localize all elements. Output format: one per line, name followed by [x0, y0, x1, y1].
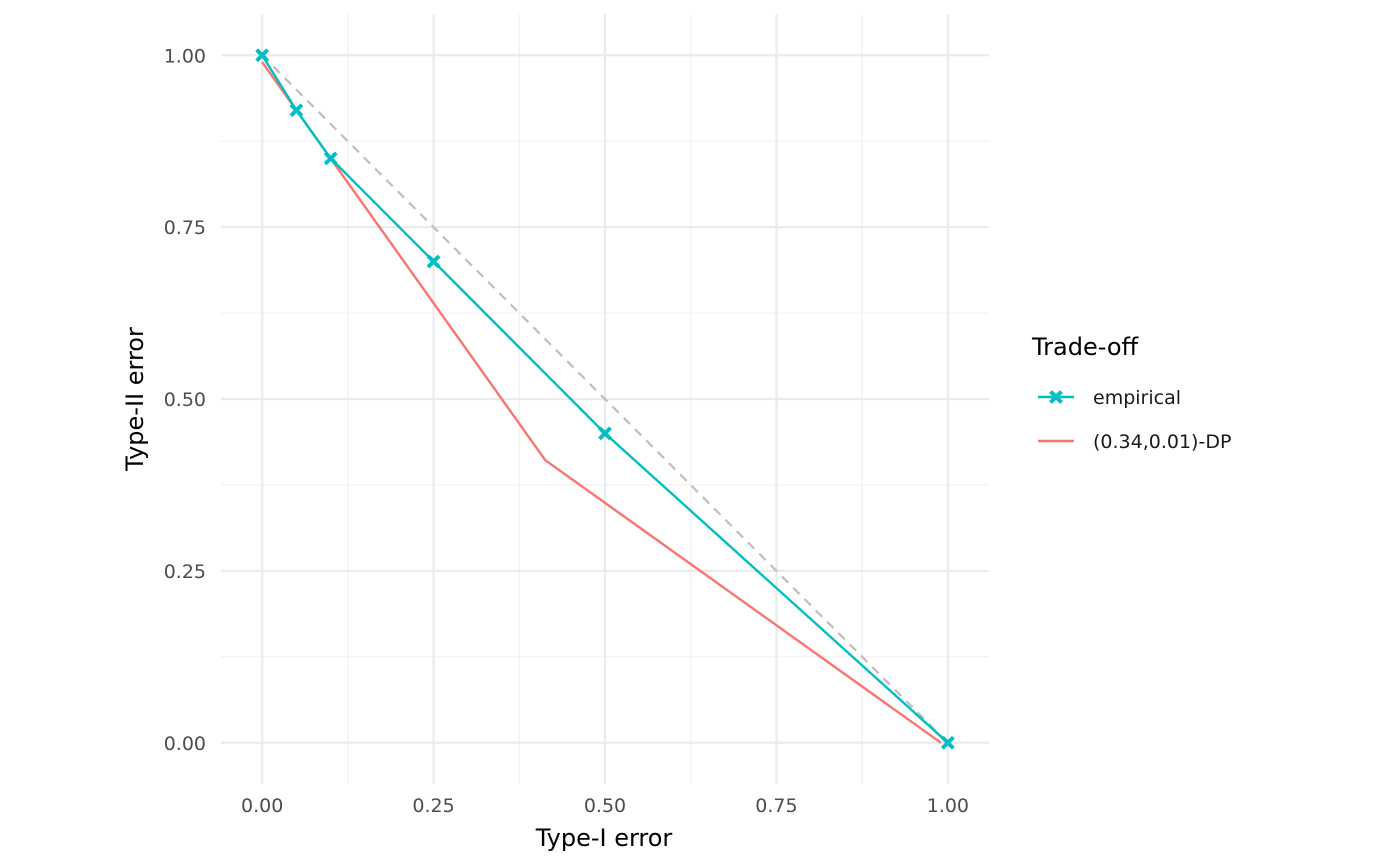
y-tick-label: 0.50: [164, 389, 206, 411]
reference-diagonal-line: [261, 54, 949, 744]
y-tick-label: 0.75: [164, 217, 206, 239]
x-tick-label: 0.00: [241, 795, 283, 817]
point-marker: [323, 151, 338, 166]
y-tick-label: 0.25: [164, 561, 206, 583]
legend-label: (0.34,0.01)-DP: [1093, 431, 1231, 453]
x-tick-label: 0.75: [755, 795, 797, 817]
x-axis-title: Type-I error: [535, 824, 673, 852]
legend-item: (0.34,0.01)-DP: [1038, 431, 1231, 453]
x-tick-label: 0.50: [584, 795, 626, 817]
major-gridlines: [221, 14, 989, 784]
y-tick-label: 0.00: [164, 733, 206, 755]
point-marker: [940, 735, 955, 750]
point-marker: [289, 103, 304, 118]
point-marker: [1049, 390, 1063, 404]
x-tick-label: 1.00: [927, 795, 969, 817]
legend-title: Trade-off: [1031, 333, 1138, 361]
series-line: [261, 54, 949, 744]
series-dp: [261, 61, 942, 744]
y-axis-ticks: 0.00 0.25 0.50 0.75 1.00: [164, 45, 206, 755]
series-line: [261, 61, 942, 744]
reference-line-layer: [261, 54, 949, 744]
y-axis-title: Type-II error: [121, 327, 149, 472]
legend-item: empirical: [1038, 387, 1181, 409]
point-marker: [255, 48, 270, 63]
point-marker: [598, 426, 612, 441]
series-empirical: [255, 48, 955, 750]
y-tick-label: 1.00: [164, 45, 206, 67]
x-axis-ticks: 0.00 0.25 0.50 0.75 1.00: [241, 795, 969, 817]
point-marker: [426, 254, 441, 269]
legend: Trade-off empirical (0.34,0.01)-DP: [1031, 333, 1231, 453]
x-tick-label: 0.25: [412, 795, 454, 817]
legend-label: empirical: [1093, 387, 1181, 409]
series-layer: [255, 48, 955, 750]
